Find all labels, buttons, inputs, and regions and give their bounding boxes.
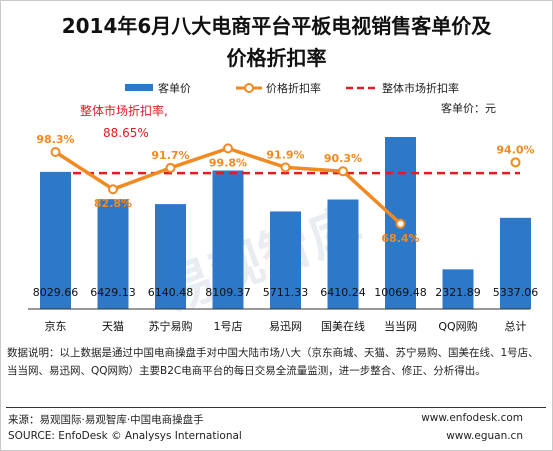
chart-title-line1: 2014年6月八大电商平台平板电视销售客单价及 xyxy=(61,14,492,38)
x-tick-label: 总计 xyxy=(505,319,527,333)
bar-value-label: 5337.06 xyxy=(493,286,539,299)
discount-point xyxy=(223,143,233,154)
discount-label: 98.3% xyxy=(36,133,74,146)
bar xyxy=(270,211,301,309)
discount-point xyxy=(108,184,118,195)
bar xyxy=(212,170,244,309)
x-tick-label: QQ网购 xyxy=(438,319,477,333)
discount-label: 90.3% xyxy=(324,152,362,165)
x-tick-label: 当当网 xyxy=(384,319,417,333)
discount-label: 68.4% xyxy=(381,232,419,245)
legend-bar-swatch xyxy=(125,84,153,91)
discount-label: 91.9% xyxy=(266,148,304,161)
unit-label: 客单价：元 xyxy=(441,101,496,115)
discount-point xyxy=(338,166,348,177)
discount-label: 99.8% xyxy=(209,156,247,169)
source-cn: 来源：易观国际·易观智库·中国电商操盘手 xyxy=(8,414,204,426)
x-tick-label: 苏宁易购 xyxy=(149,319,193,333)
discount-point xyxy=(510,157,521,168)
bar-value-labels: 8029.66 6429.13 6140.48 8109.37 5711.33 6410.… xyxy=(33,286,539,299)
x-tick-label: 1号店 xyxy=(214,319,243,333)
discount-line-series xyxy=(50,143,521,229)
chart-title-line2: 价格折扣率 xyxy=(226,46,327,70)
bar-value-label: 6410.24 xyxy=(320,286,366,299)
bar-value-label: 10069.48 xyxy=(374,286,427,299)
bar xyxy=(97,199,129,309)
source-en: SOURCE: EnfoDesk © Analysys Internationa… xyxy=(8,430,242,442)
discount-point xyxy=(280,162,291,173)
bar-series xyxy=(40,137,531,309)
x-tick-label: 京东 xyxy=(45,319,67,333)
discount-value-labels: 98.3% 82.8% 91.7% 99.8% 91.9% 90.3% 68.4% 94.0% xyxy=(36,133,534,245)
discount-point xyxy=(165,162,176,173)
bar xyxy=(40,171,71,309)
x-tick-labels: 京东 天猫 苏宁易购 1号店 易迅网 国美在线 当当网 QQ网购 总计 xyxy=(45,319,527,333)
discount-label: 82.8% xyxy=(94,197,132,210)
bar xyxy=(155,204,186,309)
legend: 客单价 价格折扣率 整体市场折扣率 xyxy=(125,81,459,95)
legend-line-label: 价格折扣率 xyxy=(266,81,321,95)
discount-label: 91.7% xyxy=(151,149,189,162)
url-enfodesk: www.enfodesk.com xyxy=(421,412,523,424)
bar-value-label: 5711.33 xyxy=(263,286,309,299)
bar xyxy=(327,199,359,309)
discount-label: 94.0% xyxy=(496,143,534,156)
legend-overall-label: 整体市场折扣率 xyxy=(382,81,459,95)
discount-point xyxy=(395,218,406,229)
bar-value-label: 6140.48 xyxy=(148,286,194,299)
legend-line-marker xyxy=(244,83,254,93)
x-tick-label: 易迅网 xyxy=(269,320,302,333)
x-tick-label: 天猫 xyxy=(102,320,124,333)
data-note: 数据说明：以上数据是通过中国电商操盘手对中国大陆市场八大（京东商城、天猫、苏宁易… xyxy=(7,347,539,377)
bar xyxy=(442,269,474,309)
discount-point xyxy=(50,147,61,157)
footer-divider xyxy=(6,407,546,408)
bar-value-label: 2321.89 xyxy=(435,286,481,299)
bar-value-label: 8029.66 xyxy=(33,286,79,299)
bar xyxy=(500,217,531,309)
overall-annotation-value: 88.65% xyxy=(103,126,149,140)
legend-bar-label: 客单价 xyxy=(158,81,191,95)
x-tick-label: 国美在线 xyxy=(321,319,365,333)
url-eguan: www.eguan.cn xyxy=(446,430,523,442)
overall-annotation-label: 整体市场折扣率, xyxy=(80,103,168,118)
bar-value-label: 6429.13 xyxy=(90,286,136,299)
bar-value-label: 8109.37 xyxy=(205,286,251,299)
